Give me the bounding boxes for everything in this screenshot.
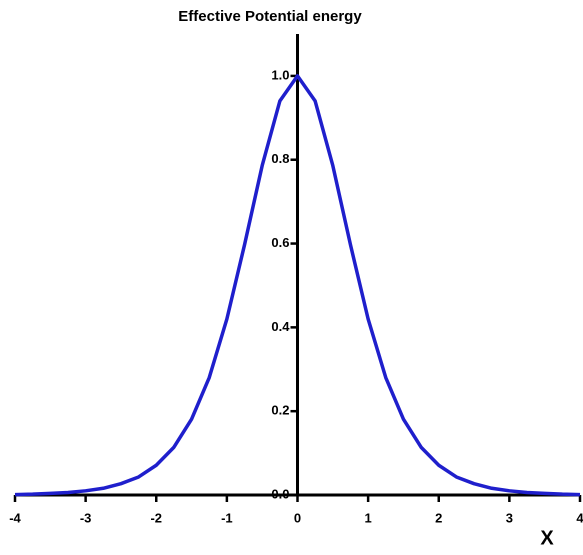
x-tick-label: 4 xyxy=(576,510,583,525)
y-tick-label: 0.6 xyxy=(271,235,289,250)
y-tick-label: 1.0 xyxy=(271,67,289,82)
y-tick-label: 0.0 xyxy=(271,486,289,501)
x-axis-label: X xyxy=(540,527,554,549)
x-tick-label: -1 xyxy=(221,510,233,525)
y-tick-label: 0.2 xyxy=(271,403,289,418)
x-tick-label: -4 xyxy=(9,510,21,525)
x-tick-label: -2 xyxy=(150,510,162,525)
x-tick-label: 0 xyxy=(294,510,301,525)
chart-title: Effective Potential energy xyxy=(178,8,362,25)
y-tick-label: 0.8 xyxy=(271,151,289,166)
data-line xyxy=(14,74,581,497)
x-tick-label: 2 xyxy=(435,510,442,525)
x-tick-label: 3 xyxy=(506,510,513,525)
x-tick-label: 1 xyxy=(365,510,372,525)
x-tick-label: -3 xyxy=(80,510,92,525)
y-tick-label: 0.4 xyxy=(271,319,290,334)
